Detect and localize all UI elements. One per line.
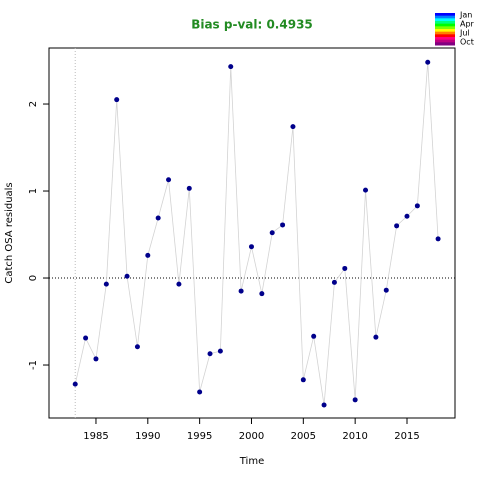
data-point	[83, 335, 89, 341]
data-point	[342, 265, 348, 271]
data-point	[352, 397, 358, 403]
legend-swatch	[435, 13, 455, 17]
series-line	[74, 62, 439, 406]
data-point	[425, 59, 431, 65]
legend-swatch	[435, 42, 455, 46]
data-point	[145, 252, 151, 258]
data-point	[414, 203, 420, 209]
chart-title: Bias p-val: 0.4935	[191, 18, 313, 32]
legend-label: Jul	[459, 29, 470, 38]
legend-label: Apr	[460, 20, 475, 29]
data-point	[228, 64, 234, 70]
data-point	[311, 333, 317, 339]
data-point	[176, 281, 182, 287]
data-point	[404, 213, 410, 219]
data-point	[124, 273, 130, 279]
data-point	[373, 334, 379, 340]
data-point	[155, 215, 161, 221]
data-point	[259, 291, 265, 297]
x-tick-label: 1990	[135, 431, 160, 442]
legend-swatch	[435, 31, 455, 35]
data-point	[269, 230, 275, 236]
data-point	[93, 356, 99, 362]
y-tick-label: 2	[28, 101, 39, 107]
data-point	[197, 389, 203, 395]
data-point	[383, 287, 389, 293]
plot-frame	[48, 47, 456, 419]
data-point	[207, 351, 213, 357]
legend-swatch	[435, 39, 455, 43]
x-tick-label: 2000	[239, 431, 264, 442]
y-axis-label: Catch OSA residuals	[4, 182, 15, 283]
data-point	[166, 177, 172, 183]
data-point	[103, 281, 109, 287]
data-point	[248, 244, 254, 250]
legend-swatch	[435, 37, 455, 41]
legend-swatch	[435, 18, 455, 22]
legend-label: Oct	[460, 38, 474, 47]
x-tick-label: 1995	[187, 431, 212, 442]
data-point	[321, 402, 327, 408]
data-point	[435, 236, 441, 242]
x-tick-label: 2005	[291, 431, 316, 442]
y-tick-label: -1	[28, 360, 39, 370]
legend-swatch	[435, 15, 455, 19]
y-tick-label: 1	[28, 188, 39, 194]
data-point	[217, 348, 223, 354]
data-point	[114, 97, 120, 103]
y-tick-label: 0	[28, 275, 39, 281]
x-tick-label: 1985	[83, 431, 108, 442]
x-axis-label: Time	[239, 456, 264, 467]
x-tick-label: 2015	[394, 431, 419, 442]
legend-swatch	[435, 26, 455, 30]
legend-swatch	[435, 23, 455, 27]
legend-label: Jan	[459, 11, 472, 20]
legend-swatch	[435, 21, 455, 25]
data-point	[186, 185, 192, 191]
data-point	[331, 279, 337, 285]
data-point	[72, 381, 78, 387]
data-point	[134, 344, 140, 350]
data-point	[280, 222, 286, 228]
data-point	[290, 124, 296, 130]
data-point	[394, 223, 400, 229]
legend-swatch	[435, 34, 455, 38]
data-point	[363, 187, 369, 193]
legend-swatch	[435, 29, 455, 33]
data-point	[238, 288, 244, 294]
x-tick-label: 2010	[342, 431, 367, 442]
data-point	[300, 377, 306, 383]
